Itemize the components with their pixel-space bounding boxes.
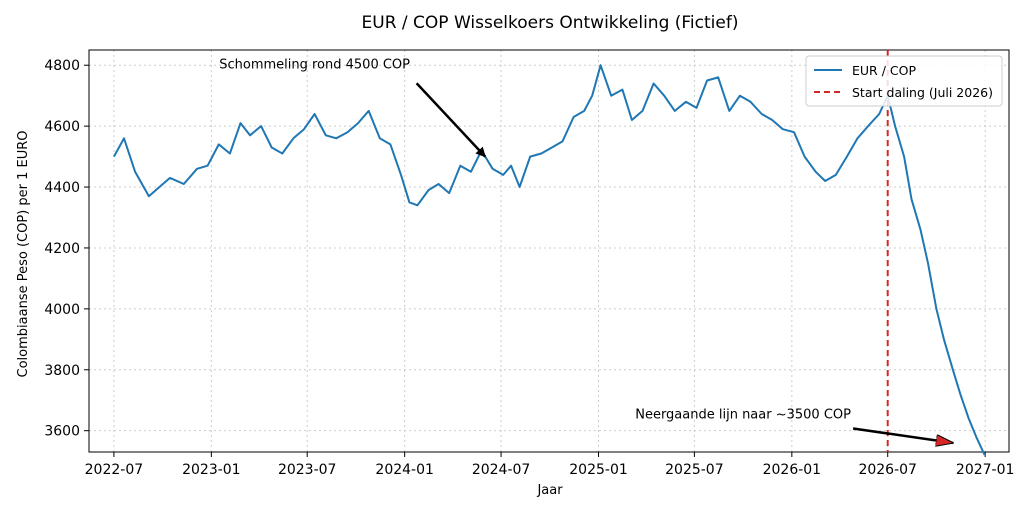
annotation-arrow-decline [852, 427, 953, 443]
y-tick-label: 4000 [44, 302, 80, 318]
plot-area-frame [88, 49, 1010, 453]
x-tick-label: 2023-07 [278, 462, 337, 478]
series-line-eur-cop [113, 64, 986, 456]
x-tick-label: 2022-07 [85, 462, 144, 478]
legend: EUR / COP Start daling (Juli 2026) [805, 55, 1003, 107]
chart-title: EUR / COP Wisselkoers Ontwikkeling (Fict… [362, 13, 739, 33]
x-tick-label: 2026-07 [858, 462, 917, 478]
x-tick-label: 2025-01 [569, 462, 628, 478]
legend-label-start-decline: Start daling (Juli 2026) [852, 85, 993, 100]
legend-box [805, 55, 1003, 107]
x-tick-label: 2027-01 [956, 462, 1015, 478]
annotation-text-fluctuation: Schommeling rond 4500 COP [219, 57, 410, 72]
y-tick-label: 4600 [44, 119, 80, 135]
x-axis-label: Jaar [536, 483, 563, 498]
annotation-arrow-fluctuation [415, 82, 487, 158]
x-tick-label: 2024-01 [375, 462, 434, 478]
y-tick-label: 3800 [44, 363, 80, 379]
series-layer [113, 64, 986, 456]
x-tick-label: 2025-07 [665, 462, 724, 478]
x-tick-label: 2026-01 [763, 462, 822, 478]
annotation-text-decline: Neergaande lijn naar ~3500 COP [635, 408, 851, 423]
x-tick-label: 2024-07 [472, 462, 531, 478]
legend-label-eur-cop: EUR / COP [852, 63, 916, 78]
y-axis-label: Colombiaanse Peso (COP) per 1 EURO [16, 131, 31, 378]
x-axis-ticks: 2022-07 2023-01 2023-07 2024-01 2024-07 2025-… [85, 452, 1015, 478]
x-tick-label: 2023-01 [182, 462, 241, 478]
y-tick-label: 4400 [44, 180, 80, 196]
y-tick-label: 4200 [44, 241, 80, 257]
grid [89, 50, 1009, 452]
annotations: Schommeling rond 4500 COP Neergaande lij… [219, 57, 953, 443]
y-tick-label: 3600 [44, 424, 80, 440]
y-tick-label: 4800 [44, 58, 80, 74]
y-axis-ticks: 3600 3800 4000 4200 4400 4600 4800 [44, 58, 89, 440]
